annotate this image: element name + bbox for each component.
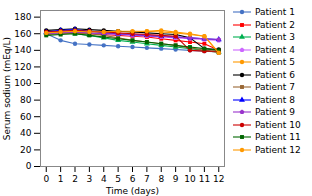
svg-text:0: 0 xyxy=(43,174,49,184)
svg-text:12: 12 xyxy=(213,174,224,184)
svg-text:160: 160 xyxy=(14,29,31,39)
svg-text:8: 8 xyxy=(158,174,164,184)
svg-text:10: 10 xyxy=(184,174,196,184)
svg-text:4: 4 xyxy=(101,174,107,184)
svg-text:40: 40 xyxy=(20,128,32,138)
html-text:Patient 5: Patient 5 xyxy=(255,57,295,68)
html-text:Patient 2: Patient 2 xyxy=(255,19,295,30)
svg-text:60: 60 xyxy=(20,112,32,122)
svg-text:7: 7 xyxy=(144,174,150,184)
svg-text:120: 120 xyxy=(14,62,31,72)
svg-text:100: 100 xyxy=(14,78,31,88)
html-text:Patient 6: Patient 6 xyxy=(255,69,295,80)
svg-text:80: 80 xyxy=(20,95,32,105)
svg-text:Serum sodium (mEq/L): Serum sodium (mEq/L) xyxy=(2,37,12,140)
html-text:Patient 11: Patient 11 xyxy=(255,132,301,143)
svg-text:9: 9 xyxy=(173,174,179,184)
svg-text:6: 6 xyxy=(130,174,136,184)
html-text:Patient 9: Patient 9 xyxy=(255,107,295,118)
svg-text:20: 20 xyxy=(20,145,32,155)
html-text:Patient 3: Patient 3 xyxy=(255,32,295,43)
svg-text:180: 180 xyxy=(14,12,31,22)
html-text:Patient 8: Patient 8 xyxy=(255,94,295,105)
html-text:Patient 1: Patient 1 xyxy=(255,7,295,18)
svg-text:140: 140 xyxy=(14,45,31,55)
svg-text:2: 2 xyxy=(72,174,78,184)
html-text:Patient 12: Patient 12 xyxy=(255,144,301,155)
svg-text:3: 3 xyxy=(87,174,93,184)
svg-text:1: 1 xyxy=(58,174,64,184)
svg-text:11: 11 xyxy=(199,174,210,184)
html-text:Patient 4: Patient 4 xyxy=(255,44,295,55)
svg-text:Time (days): Time (days) xyxy=(105,186,159,196)
html-text:Patient 10: Patient 10 xyxy=(255,119,301,130)
svg-text:0: 0 xyxy=(26,161,32,171)
html-text:Patient 7: Patient 7 xyxy=(255,82,295,93)
svg-text:5: 5 xyxy=(115,174,121,184)
